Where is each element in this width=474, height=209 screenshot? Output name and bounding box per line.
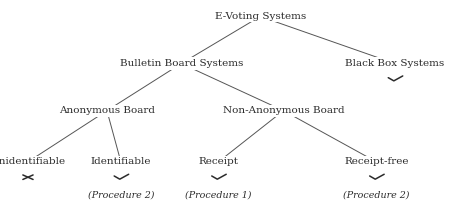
Text: Receipt-free: Receipt-free — [344, 157, 409, 166]
Text: Anonymous Board: Anonymous Board — [59, 106, 155, 115]
Text: (Procedure 2): (Procedure 2) — [88, 190, 154, 199]
Text: (Procedure 1): (Procedure 1) — [185, 190, 252, 199]
Text: Non-Anonymous Board: Non-Anonymous Board — [223, 106, 344, 115]
Text: Identifiable: Identifiable — [91, 157, 151, 166]
Text: Bulletin Board Systems: Bulletin Board Systems — [119, 59, 243, 68]
Text: E-Voting Systems: E-Voting Systems — [215, 12, 306, 21]
Text: Black Box Systems: Black Box Systems — [346, 59, 445, 68]
Text: (Procedure 2): (Procedure 2) — [343, 190, 410, 199]
Text: Unidentifiable: Unidentifiable — [0, 157, 65, 166]
Text: Receipt: Receipt — [199, 157, 238, 166]
